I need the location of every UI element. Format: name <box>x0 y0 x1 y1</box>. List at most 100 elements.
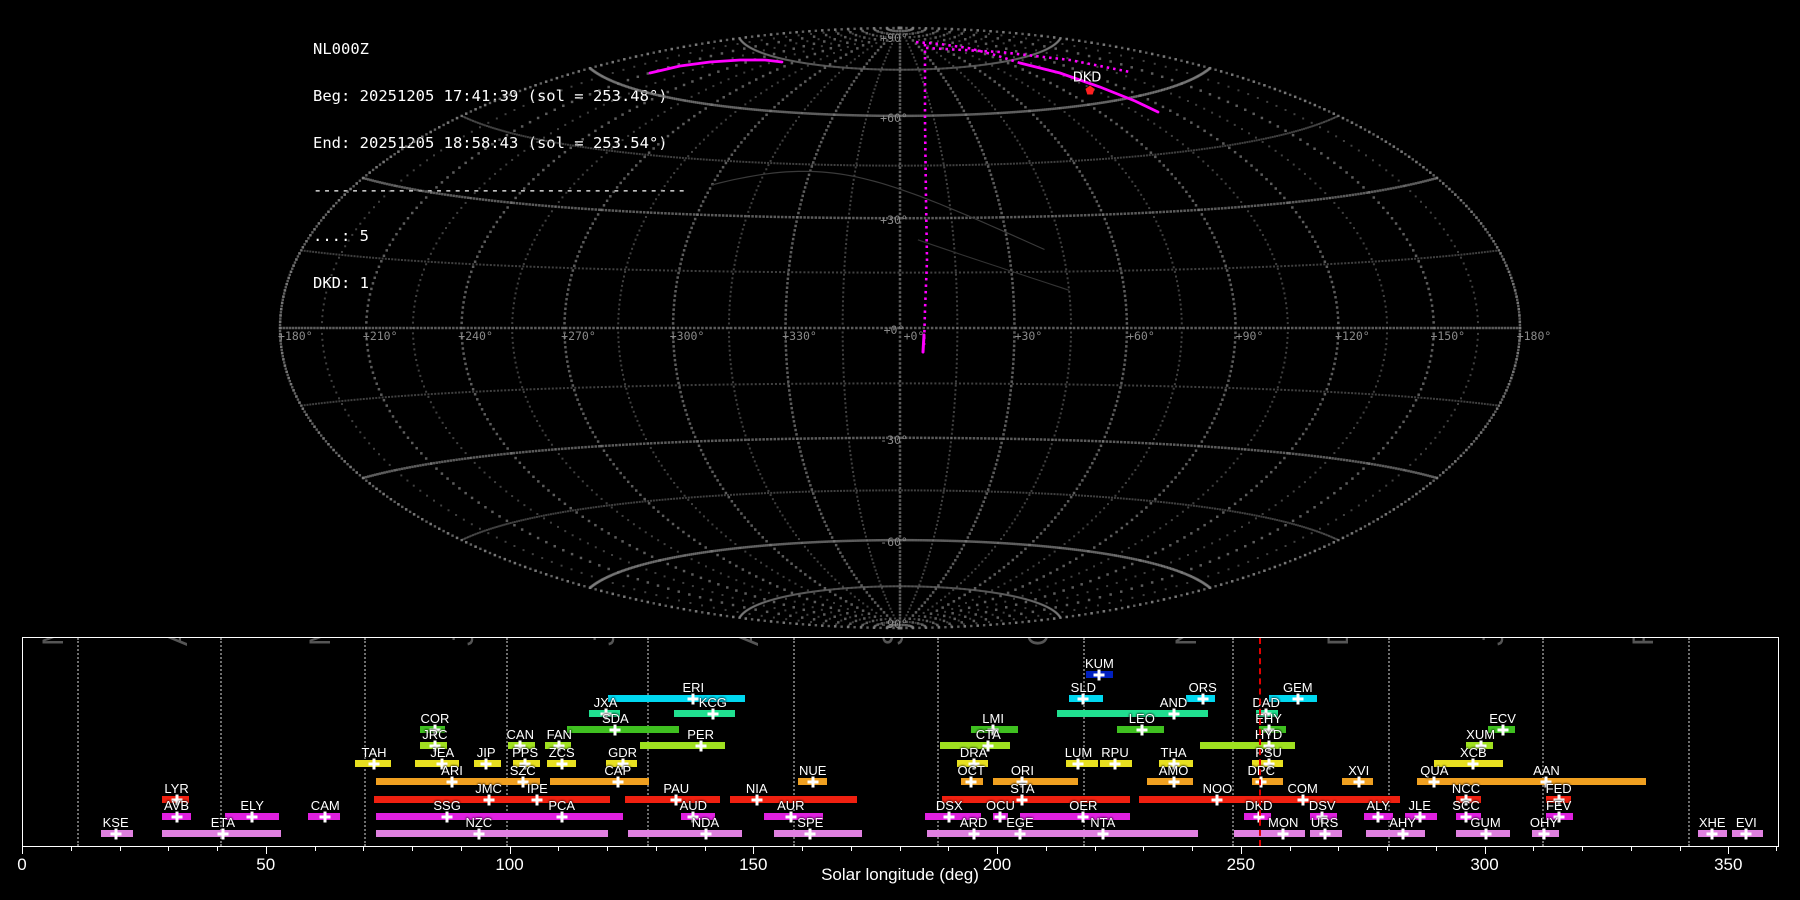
sky-map: +180° +150° +120° +90° +60° +30° +0° +330° +300°… <box>278 26 1552 631</box>
shower-peak-marker <box>968 828 980 839</box>
ra-tick-label: +180° <box>1516 329 1552 343</box>
session-info-block: NL000Z Beg: 20251205 17:41:39 (sol = 253… <box>313 11 686 323</box>
month-label: JUL <box>588 638 622 646</box>
shower-peak-marker <box>785 811 797 822</box>
shower-code-label: EVI <box>1735 815 1757 830</box>
month-separator <box>76 638 79 846</box>
shower-code-label: SSG <box>433 798 461 813</box>
shower-code-label: DAD <box>1252 695 1280 710</box>
shower-code-label: PSU <box>1255 745 1282 760</box>
shower-code-label: XCB <box>1459 745 1487 760</box>
shower-code-label: SZC <box>509 763 536 778</box>
shower-peak-marker <box>982 740 994 751</box>
month-separator <box>1083 638 1086 846</box>
shower-activity-bar[interactable] <box>1258 796 1401 803</box>
shower-code-label: EHY <box>1255 711 1282 726</box>
shower-peak-marker <box>600 708 612 719</box>
shower-activity-bar[interactable] <box>1200 742 1296 749</box>
shower-activity-bar[interactable] <box>1063 830 1198 837</box>
shower-peak-marker <box>994 811 1006 822</box>
axis-tick-label: 100 <box>495 855 524 874</box>
shower-code-label: AUD <box>679 798 708 813</box>
shower-peak-marker <box>1077 811 1089 822</box>
shower-activity-bar[interactable] <box>639 742 725 749</box>
shower-peak-marker <box>1197 693 1209 704</box>
axis-tick-minor <box>899 847 901 851</box>
shower-peak-marker <box>1740 828 1752 839</box>
shower-peak-marker <box>1475 740 1487 751</box>
shower-peak-marker <box>553 740 565 751</box>
shower-peak-marker <box>1316 811 1328 822</box>
shower-code-label: JLE <box>1408 798 1431 813</box>
shower-code-label: AAN <box>1533 763 1560 778</box>
shower-activity-bar[interactable] <box>673 710 735 717</box>
month-separator <box>1687 638 1690 846</box>
shower-activity-bar[interactable] <box>517 796 594 803</box>
shower-activity-bar[interactable] <box>515 813 623 820</box>
shower-peak-marker <box>1353 776 1365 787</box>
shower-activity-bar[interactable] <box>1139 796 1367 803</box>
ra-tick-label: +30° <box>1014 329 1043 343</box>
axis-tick-label: 350 <box>1714 855 1743 874</box>
shower-peak-marker <box>1016 776 1028 787</box>
shower-activity-bar[interactable] <box>1002 830 1091 837</box>
shower-peak-marker <box>687 811 699 822</box>
shower-activity-bar[interactable] <box>993 778 1079 785</box>
shower-peak-marker <box>700 828 711 839</box>
shower-code-label: IPE <box>526 781 548 796</box>
shower-code-label: AUR <box>777 798 805 813</box>
axis-tick-minor <box>1192 847 1193 851</box>
shower-activity-bar[interactable] <box>1019 813 1130 820</box>
shower-activity-bar[interactable] <box>376 830 608 837</box>
shower-activity-bar[interactable] <box>1366 830 1425 837</box>
shower-activity-bar[interactable] <box>941 796 1130 803</box>
month-separator <box>1541 638 1544 846</box>
shower-code-label: XVI <box>1348 763 1370 778</box>
ra-tick-label: +0° <box>903 329 925 343</box>
axis-tick-minor <box>1289 847 1291 851</box>
ra-tick-label: +60° <box>1127 329 1155 343</box>
shower-activity-bar[interactable] <box>773 830 862 837</box>
shower-activity-bar[interactable] <box>729 796 857 803</box>
shower-code-label: NZC <box>465 815 493 830</box>
shower-activity-bar[interactable] <box>566 726 679 733</box>
shower-code-label: NIA <box>745 781 768 796</box>
shower-peak-marker <box>217 828 229 839</box>
month-label: MAY <box>304 638 338 646</box>
shower-code-label: EGE <box>1006 815 1034 830</box>
shower-code-label: JXA <box>593 695 618 710</box>
shower-activity-bar[interactable] <box>1056 710 1208 717</box>
dec-tick-label: +90° <box>880 31 908 45</box>
shower-code-label: ERI <box>682 680 705 695</box>
shower-activity-bar[interactable] <box>927 830 1006 837</box>
shower-code-label: ELY <box>240 798 264 813</box>
shower-peak-marker <box>556 758 568 769</box>
shower-peak-marker <box>1460 811 1472 822</box>
shower-code-label: CAM <box>310 798 340 813</box>
shower-activity-bar[interactable] <box>608 695 745 702</box>
shower-peak-marker <box>1480 828 1491 839</box>
axis-tick-minor <box>802 847 803 851</box>
shower-activity-bar[interactable] <box>549 778 650 785</box>
sky-map-grid <box>278 26 1522 630</box>
shower-peak-marker <box>1540 776 1552 787</box>
shower-peak-marker <box>670 794 682 805</box>
shower-peak-marker <box>1255 776 1267 787</box>
shower-code-label: HYD <box>1254 727 1283 742</box>
shower-peak-marker <box>612 776 624 787</box>
shower-activity-bar[interactable] <box>939 742 1011 749</box>
shower-activity-bar[interactable] <box>1251 778 1284 785</box>
shower-peak-marker <box>531 794 543 805</box>
shower-peak-marker <box>807 776 819 787</box>
shower-activity-bar[interactable] <box>1234 830 1306 837</box>
shower-peak-marker <box>609 724 621 735</box>
shower-activity-bar[interactable] <box>627 830 743 837</box>
shower-peak-marker <box>1414 811 1426 822</box>
shower-peak-marker <box>1706 828 1718 839</box>
current-solar-longitude-marker <box>1258 638 1261 846</box>
axis-tick-major <box>997 847 998 854</box>
shower-peak-marker <box>1397 828 1409 839</box>
axis-tick-minor <box>704 847 706 851</box>
axis-tick-major <box>265 847 267 854</box>
shower-peak-marker <box>1497 724 1509 735</box>
